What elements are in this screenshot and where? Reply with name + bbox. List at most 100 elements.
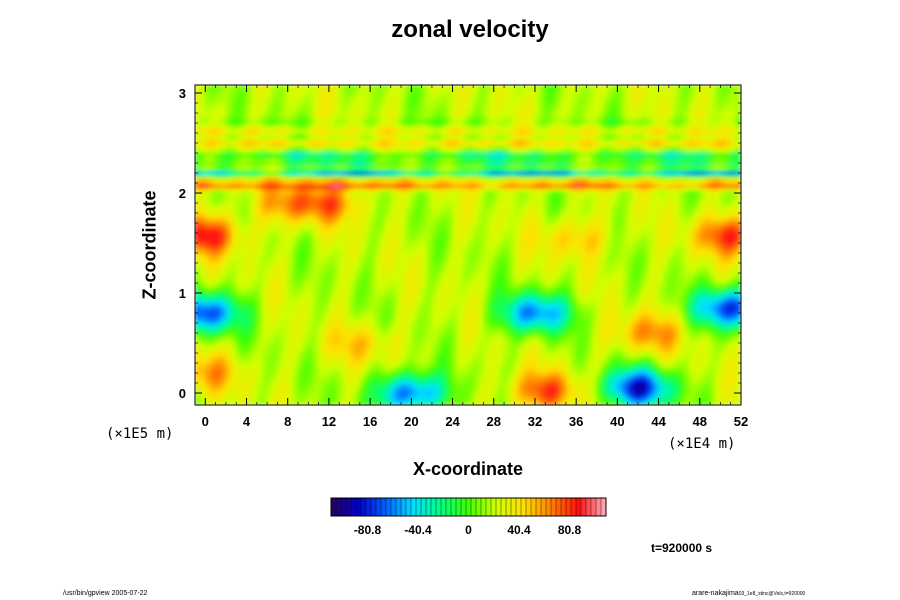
heat-cell bbox=[344, 366, 350, 371]
heat-cell bbox=[282, 382, 289, 387]
heat-cell bbox=[215, 279, 222, 284]
heat-cell bbox=[529, 283, 536, 287]
heat-cell bbox=[689, 356, 695, 361]
heat-cell bbox=[246, 299, 252, 303]
heat-cell bbox=[622, 331, 628, 335]
heat-cell bbox=[380, 311, 386, 316]
heat-cell bbox=[596, 311, 603, 316]
heat-cell bbox=[400, 401, 407, 405]
heat-cell bbox=[323, 299, 330, 303]
heat-cell bbox=[338, 331, 345, 335]
heat-cell bbox=[570, 353, 577, 358]
heat-cell bbox=[642, 363, 649, 367]
heat-cell bbox=[400, 299, 407, 303]
heat-cell bbox=[503, 327, 510, 332]
heat-cell bbox=[478, 260, 484, 265]
heat-cell bbox=[241, 391, 247, 396]
heat-cell bbox=[606, 257, 613, 262]
heat-cell bbox=[550, 302, 556, 307]
heat-cell bbox=[220, 254, 227, 259]
heat-cell bbox=[668, 315, 675, 319]
heat-cell bbox=[441, 353, 448, 358]
heat-cell bbox=[493, 315, 500, 319]
heat-cell bbox=[611, 302, 618, 307]
heat-cell bbox=[606, 388, 613, 393]
heat-cell bbox=[483, 324, 489, 329]
heat-cell bbox=[493, 391, 500, 396]
heat-cell bbox=[519, 375, 525, 380]
heat-cell bbox=[565, 398, 572, 403]
heat-cell bbox=[498, 321, 505, 326]
heat-cell bbox=[292, 391, 299, 396]
heat-cell bbox=[199, 391, 206, 396]
heat-cell bbox=[647, 254, 654, 259]
heat-cell bbox=[483, 375, 489, 380]
heat-cell bbox=[575, 311, 582, 316]
heat-cell bbox=[390, 331, 397, 335]
heat-cell bbox=[678, 340, 685, 345]
heat-cell bbox=[241, 375, 247, 380]
heat-cell bbox=[411, 375, 417, 380]
heat-cell bbox=[431, 353, 438, 358]
heat-cell bbox=[647, 343, 654, 348]
heat-cell bbox=[292, 263, 299, 268]
heat-cell bbox=[611, 340, 618, 345]
heat-cell bbox=[380, 260, 386, 265]
heat-cell bbox=[709, 334, 716, 339]
heat-cell bbox=[349, 305, 355, 310]
heat-cell bbox=[441, 315, 448, 319]
heat-cell bbox=[586, 340, 592, 345]
heat-cell bbox=[277, 331, 283, 335]
heat-cell bbox=[493, 369, 500, 374]
heat-cell bbox=[704, 270, 711, 275]
heat-cell bbox=[632, 295, 639, 300]
heat-cell bbox=[431, 343, 438, 348]
heat-cell bbox=[467, 315, 474, 319]
heat-cell bbox=[457, 305, 464, 310]
heat-cell bbox=[544, 366, 551, 371]
heat-cell bbox=[271, 279, 278, 284]
heat-cell bbox=[426, 286, 433, 291]
heat-cell bbox=[478, 292, 484, 297]
heat-cell bbox=[251, 385, 258, 390]
heat-cell bbox=[277, 289, 283, 294]
heat-cell bbox=[426, 359, 433, 364]
heat-cell bbox=[627, 382, 634, 387]
heat-cell bbox=[725, 375, 731, 380]
heat-cell bbox=[699, 353, 706, 358]
heat-cell bbox=[668, 343, 675, 348]
heat-cell bbox=[570, 340, 577, 345]
heat-cell bbox=[575, 350, 582, 355]
heat-cell bbox=[338, 363, 345, 367]
heat-cell bbox=[374, 379, 381, 383]
heat-cell bbox=[586, 295, 592, 300]
heat-cell bbox=[596, 356, 603, 361]
heat-cell bbox=[627, 254, 634, 259]
heat-cell bbox=[462, 299, 469, 303]
heat-cell bbox=[704, 343, 711, 348]
heat-cell bbox=[235, 286, 242, 291]
heat-cell bbox=[308, 334, 314, 339]
heat-cell bbox=[714, 347, 721, 351]
heat-cell bbox=[498, 334, 505, 339]
heat-cell bbox=[503, 350, 510, 355]
heat-cell bbox=[596, 292, 603, 297]
heat-cell bbox=[364, 254, 371, 259]
heat-cell bbox=[467, 391, 474, 396]
heat-cell bbox=[441, 334, 448, 339]
heat-cell bbox=[344, 311, 350, 316]
heat-cell bbox=[436, 305, 443, 310]
heat-cell bbox=[436, 327, 443, 332]
heat-cell bbox=[297, 292, 304, 297]
heat-cell bbox=[483, 340, 489, 345]
heat-cell bbox=[647, 327, 654, 332]
heat-cell bbox=[596, 398, 603, 403]
heat-cell bbox=[699, 321, 706, 326]
heat-cell bbox=[483, 385, 489, 390]
heat-cell bbox=[730, 385, 737, 390]
heat-cell bbox=[282, 366, 289, 371]
heat-cell bbox=[606, 395, 613, 399]
heat-cell bbox=[632, 398, 639, 403]
heat-cell bbox=[519, 318, 525, 323]
heat-cell bbox=[684, 379, 690, 383]
